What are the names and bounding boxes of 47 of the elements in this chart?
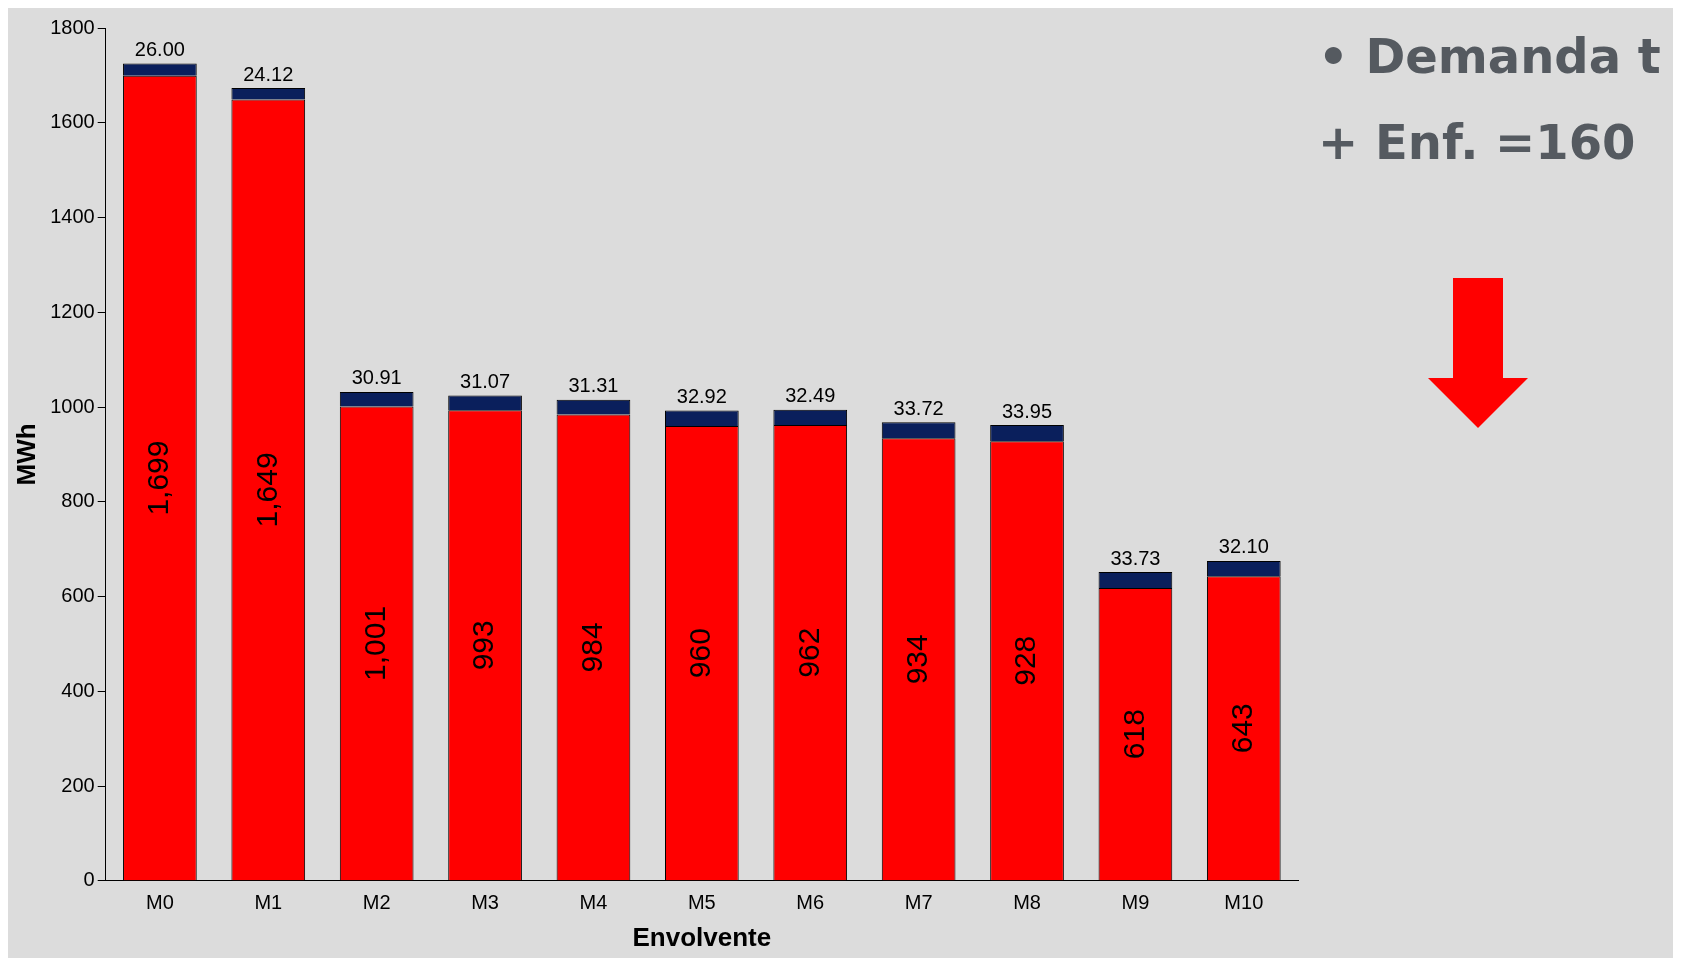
data-label: 928 <box>1008 635 1042 686</box>
data-label: 32.92 <box>676 384 727 407</box>
data-label: 618 <box>1116 709 1150 760</box>
data-label: 643 <box>1225 703 1259 754</box>
data-label: 26.00 <box>134 38 185 61</box>
x-tick-label: M2 <box>362 891 391 914</box>
data-label: 1,699 <box>141 440 175 516</box>
data-label: 1,649 <box>249 452 283 528</box>
x-tick-label: M3 <box>471 891 499 914</box>
text: + Enf. =160 <box>1318 114 1637 170</box>
data-label: 934 <box>899 634 933 685</box>
y-tick-label: 600 <box>61 584 95 607</box>
y-tick-label: 0 <box>83 868 95 891</box>
y-tick-label: 1000 <box>50 394 95 417</box>
y-tick-label: 400 <box>61 678 95 701</box>
y-axis-title: MWh <box>10 423 41 486</box>
data-label: 960 <box>683 628 717 679</box>
x-tick-label: M4 <box>579 891 608 914</box>
x-tick-label: M6 <box>796 891 825 914</box>
y-tick-label: 800 <box>61 489 95 512</box>
x-axis-title: Envolvente <box>632 921 772 952</box>
data-label: 1,001 <box>357 605 391 681</box>
data-label: 31.07 <box>460 370 511 393</box>
data-label: 33.72 <box>893 396 944 419</box>
y-tick-label: 200 <box>61 773 95 796</box>
y-tick-label: 1800 <box>50 15 95 38</box>
x-tick-label: M10 <box>1224 891 1264 914</box>
data-label: 984 <box>574 622 608 673</box>
data-label: 33.73 <box>1110 546 1161 569</box>
y-tick-label: 1200 <box>50 299 95 322</box>
data-label: 31.31 <box>568 374 619 397</box>
data-label: 32.10 <box>1218 535 1269 558</box>
x-tick-label: M1 <box>254 891 283 914</box>
data-label: 24.12 <box>243 62 294 85</box>
data-label: 30.91 <box>351 366 402 389</box>
x-tick-label: M8 <box>1013 891 1041 914</box>
data-label: 962 <box>791 627 825 678</box>
text: • Demanda t <box>1318 28 1662 84</box>
y-tick-label: 1400 <box>50 205 95 228</box>
x-tick-label: M9 <box>1121 891 1150 914</box>
data-label: 32.49 <box>785 384 836 407</box>
x-tick-label: M7 <box>904 891 933 914</box>
y-tick-label: 1600 <box>50 110 95 133</box>
data-label: 33.95 <box>1001 399 1053 422</box>
x-tick-label: M0 <box>145 891 174 914</box>
data-label: 993 <box>466 620 500 671</box>
x-tick-label: M5 <box>687 891 716 914</box>
